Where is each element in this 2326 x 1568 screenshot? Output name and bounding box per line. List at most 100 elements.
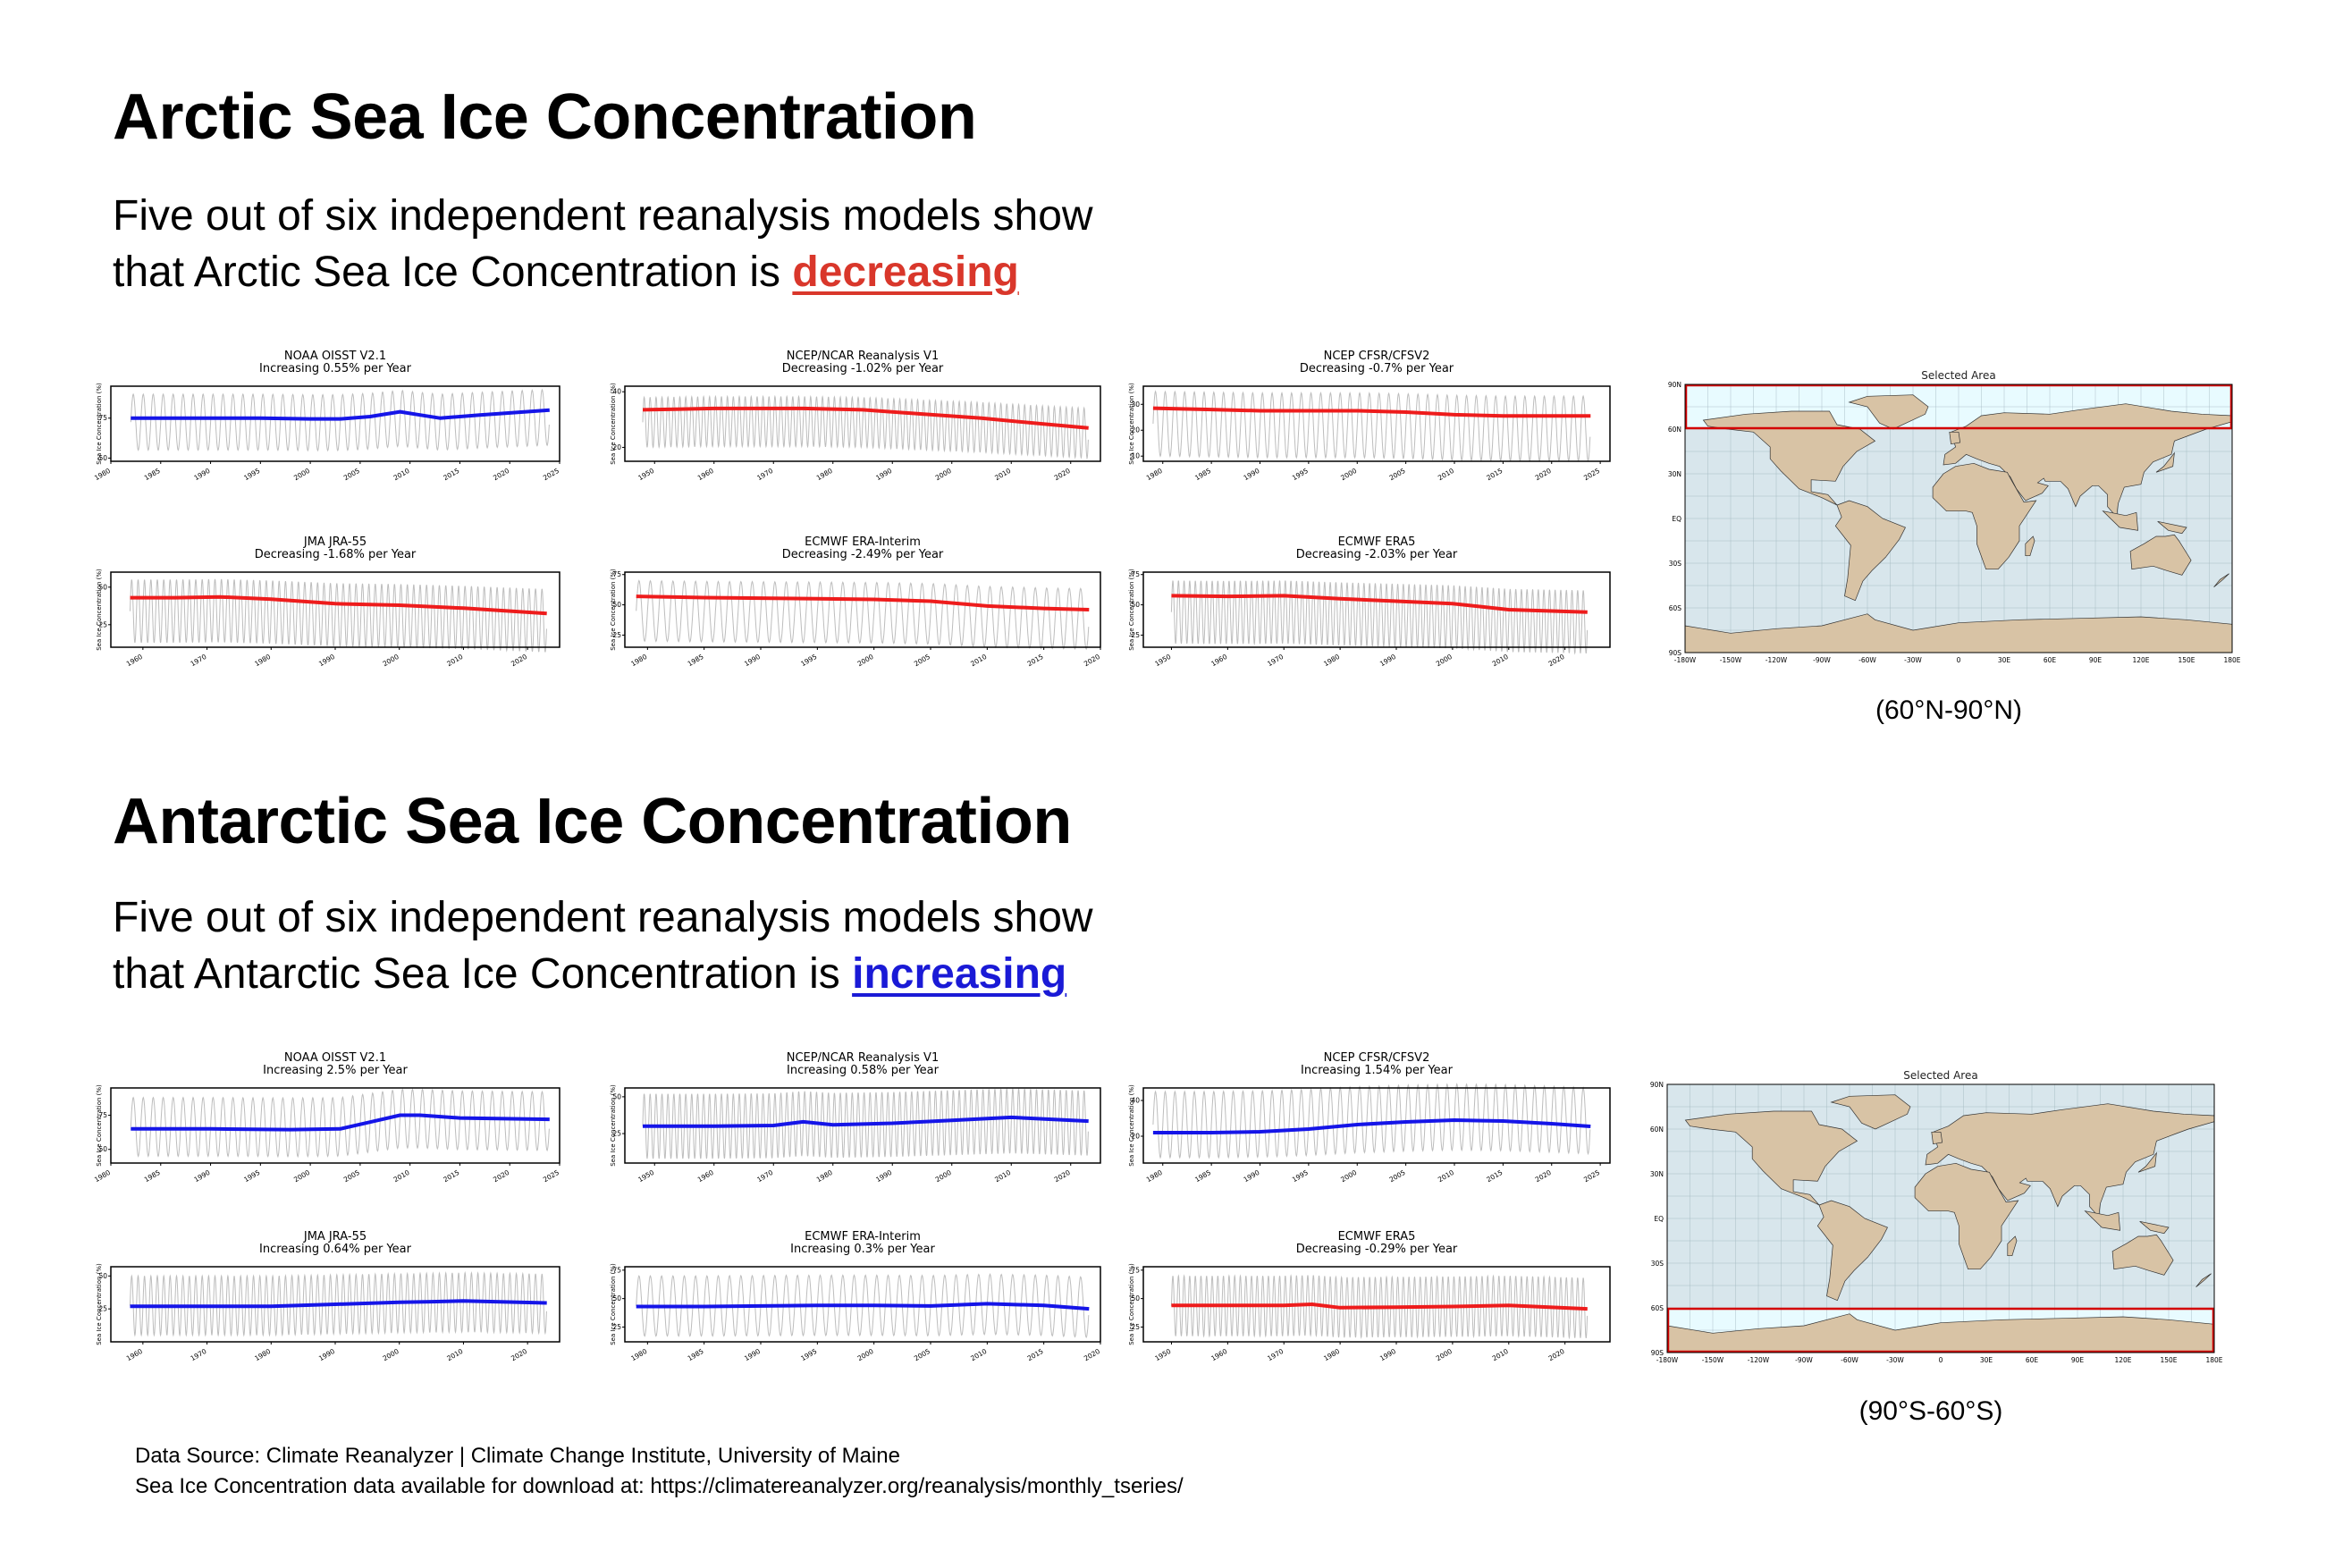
x-tick-label: 1970 xyxy=(190,653,208,668)
y-axis-label: Sea Ice Concentration (%) xyxy=(1128,569,1135,651)
chart-title: NCEP CFSR/CFSV2 xyxy=(1324,350,1430,363)
x-tick-label: 2015 xyxy=(1026,653,1045,668)
landmass xyxy=(1932,462,2037,570)
landmass xyxy=(1702,410,1876,506)
lon-label: -180W xyxy=(1674,656,1697,664)
lat-label: 60S xyxy=(1651,1304,1664,1312)
y-axis-label: Sea Ice Concentration (%) xyxy=(96,1084,103,1167)
plot-frame xyxy=(624,1266,1101,1343)
x-tick-label: 2025 xyxy=(1582,467,1601,482)
x-tick-label: 2010 xyxy=(1437,1168,1455,1184)
lon-label: 60E xyxy=(2044,656,2057,664)
lon-label: -30W xyxy=(1886,1356,1904,1364)
lat-label: 60N xyxy=(1668,426,1681,434)
landmass xyxy=(2195,1273,2212,1287)
x-tick-label: 2015 xyxy=(442,1168,460,1184)
chart-subtitle: Decreasing -2.49% per Year xyxy=(782,548,944,561)
x-tick-label: 1985 xyxy=(1193,1168,1212,1184)
plot-frame xyxy=(110,1087,560,1164)
x-tick-label: 1950 xyxy=(636,467,655,482)
raw-monthly-series xyxy=(130,1088,550,1159)
lat-label: 30S xyxy=(1669,560,1682,568)
x-tick-label: 2020 xyxy=(492,467,510,482)
y-tick-label: 20 xyxy=(1131,426,1140,434)
footer-line2: Sea Ice Concentration data available for… xyxy=(135,1474,1184,1498)
x-tick-label: 1970 xyxy=(755,1168,774,1184)
x-tick-label: 2020 xyxy=(1534,1168,1553,1184)
y-axis-label: Sea Ice Concentration (%) xyxy=(1128,383,1135,465)
lon-label: 0 xyxy=(1939,1356,1943,1364)
trend-line xyxy=(1152,1118,1591,1134)
lon-label: -60W xyxy=(1841,1356,1858,1364)
plot-frame xyxy=(624,385,1101,462)
arctic-map: Selected Area 90N 60N 30N EQ 30S 60S 90S-180W -1… xyxy=(1668,369,2241,664)
lon-label: -60W xyxy=(1858,656,1876,664)
x-tick-label: 1970 xyxy=(1266,1347,1285,1362)
x-tick-label: 1960 xyxy=(1209,1347,1228,1362)
x-tick-label: 2005 xyxy=(1388,467,1407,482)
y-tick-label: 25 xyxy=(1131,1323,1140,1331)
antarctic-map: Selected Area 90N 60N 30N EQ 30S 60S 90S-180W -1… xyxy=(1650,1069,2223,1364)
x-tick-label: 1990 xyxy=(1378,653,1397,668)
lon-label: -120W xyxy=(1766,656,1788,664)
x-tick-label: 1980 xyxy=(253,1347,272,1362)
x-tick-label: 2020 xyxy=(1083,653,1101,668)
lon-label: -90W xyxy=(1813,656,1831,664)
x-tick-label: 1985 xyxy=(687,1347,705,1362)
antarctic-keyword: increasing xyxy=(852,950,1067,998)
plot-frame xyxy=(1142,1087,1611,1164)
raw-monthly-series xyxy=(1170,1274,1589,1340)
y-tick-label: 75 xyxy=(612,570,621,578)
x-tick-label: 1990 xyxy=(1378,1347,1397,1362)
y-tick-label: 40 xyxy=(1131,1097,1140,1105)
y-tick-label: 75 xyxy=(612,1266,621,1274)
plot-frame xyxy=(1142,1266,1611,1343)
x-tick-label: 2010 xyxy=(993,1168,1012,1184)
lat-label: 90S xyxy=(1651,1349,1664,1357)
chart-subtitle: Decreasing -0.7% per Year xyxy=(1300,362,1454,375)
x-tick-label: 1990 xyxy=(317,1347,336,1362)
lon-label: 180E xyxy=(2223,656,2240,664)
raw-monthly-series xyxy=(1152,1083,1591,1159)
map-title: Selected Area xyxy=(1903,1069,1977,1082)
x-tick-label: 2015 xyxy=(1485,1168,1504,1184)
lon-label: 90E xyxy=(2089,656,2103,664)
x-tick-label: 2005 xyxy=(913,1347,931,1362)
landmass xyxy=(1949,431,1961,445)
x-tick-label: 1995 xyxy=(1291,467,1310,482)
x-tick-label: 2015 xyxy=(1485,467,1504,482)
y-tick-label: 20 xyxy=(612,443,621,451)
x-tick-label: 2005 xyxy=(342,467,361,482)
x-tick-label: 2025 xyxy=(542,1168,560,1184)
lat-label: 90N xyxy=(1650,1081,1664,1089)
arctic-subtitle-line1: Five out of six independent reanalysis m… xyxy=(113,192,1093,240)
plot-frame xyxy=(624,1087,1101,1164)
lon-label: -120W xyxy=(1748,1356,1770,1364)
y-tick-label: 25 xyxy=(1131,631,1140,639)
y-tick-label: 75 xyxy=(1131,1266,1140,1274)
x-tick-label: 2010 xyxy=(392,467,411,482)
chart-title: NCEP CFSR/CFSV2 xyxy=(1324,1051,1430,1065)
x-tick-label: 2020 xyxy=(1053,1168,1072,1184)
lat-label: 90N xyxy=(1668,381,1681,389)
arctic-subtitle: Five out of six independent reanalysis m… xyxy=(113,188,1093,300)
x-tick-label: 1990 xyxy=(1242,1168,1260,1184)
x-tick-label: 1980 xyxy=(815,467,834,482)
chart-title: NOAA OISST V2.1 xyxy=(284,1051,386,1065)
x-tick-label: 2005 xyxy=(913,653,931,668)
selected-area-box xyxy=(1684,384,2233,430)
x-tick-label: 2000 xyxy=(856,653,875,668)
y-tick-label: 50 xyxy=(1131,601,1140,609)
landmass xyxy=(2213,573,2229,587)
x-tick-label: 2020 xyxy=(510,653,528,668)
y-axis-label: Sea Ice Concentration (%) xyxy=(610,383,617,465)
landmass xyxy=(2084,1210,2120,1231)
lon-label: -30W xyxy=(1904,656,1922,664)
x-tick-label: 1970 xyxy=(190,1347,208,1362)
chart-title: ECMWF ERA-Interim xyxy=(805,535,921,549)
x-tick-label: 2020 xyxy=(510,1347,528,1362)
